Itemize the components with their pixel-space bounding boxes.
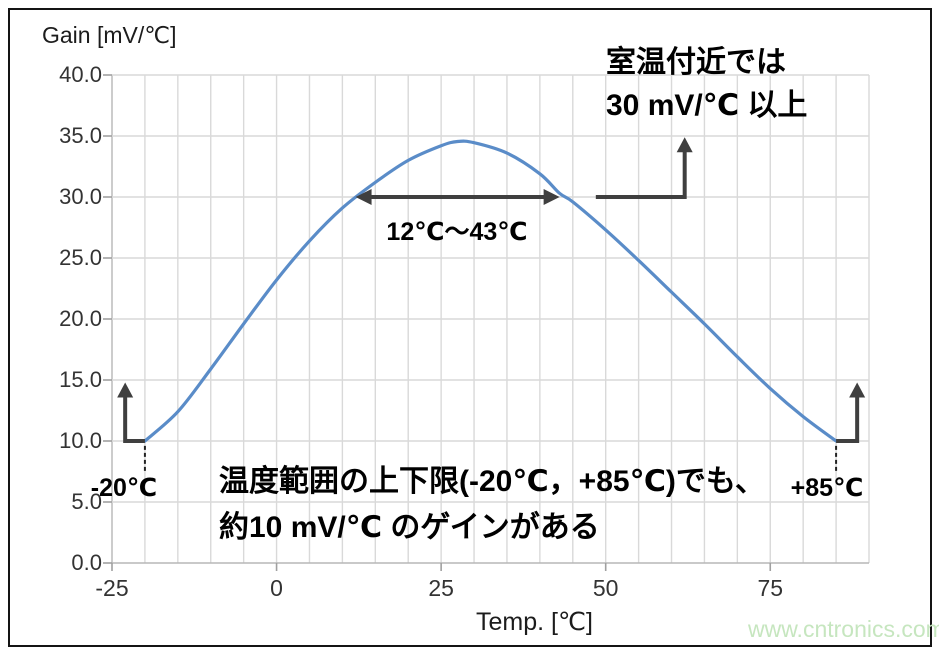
annotation-low-end-label: -20℃ xyxy=(90,474,158,502)
y-tick-label: 5.0 xyxy=(71,489,102,514)
y-tick-label: 15.0 xyxy=(59,367,102,392)
y-tick-label: 25.0 xyxy=(59,245,102,270)
annotation-bottom-note-line1: 温度範囲の上下限(-20℃，+85℃)でも、 xyxy=(219,465,765,498)
x-tick-label: 75 xyxy=(757,575,784,601)
x-tick-label: 0 xyxy=(270,575,283,601)
watermark: www.cntronics.com xyxy=(748,616,939,642)
x-tick-label: 25 xyxy=(428,575,454,601)
y-axis-title: Gain [mV/℃] xyxy=(42,22,177,48)
annotation-high-end-label: +85℃ xyxy=(790,474,864,502)
y-tick-label: 30.0 xyxy=(59,184,102,209)
y-tick-label: 20.0 xyxy=(59,306,102,331)
annotation-room-temp: 室温付近では 30 mV/℃ 以上 xyxy=(606,41,807,127)
annotation-bottom-note: 温度範囲の上下限(-20℃，+85℃)でも、 約10 mV/℃ のゲインがある xyxy=(219,459,765,551)
y-tick-label: 10.0 xyxy=(59,428,102,453)
y-tick-label: 40.0 xyxy=(59,62,102,87)
x-tick-label: 50 xyxy=(592,575,619,601)
annotation-range-label: 12℃～43℃ xyxy=(386,218,528,246)
x-axis-title: Temp. [℃] xyxy=(476,608,593,636)
chart-frame xyxy=(8,8,932,647)
annotation-room-temp-line2: 30 mV/℃ 以上 xyxy=(606,89,808,122)
annotation-bottom-note-line2: 約10 mV/℃ のゲインがある xyxy=(219,511,600,544)
x-tick-label: -25 xyxy=(95,575,129,601)
y-tick-label: 0.0 xyxy=(71,550,102,575)
annotation-room-temp-line1: 室温付近では xyxy=(606,46,786,79)
y-tick-label: 35.0 xyxy=(59,123,102,148)
